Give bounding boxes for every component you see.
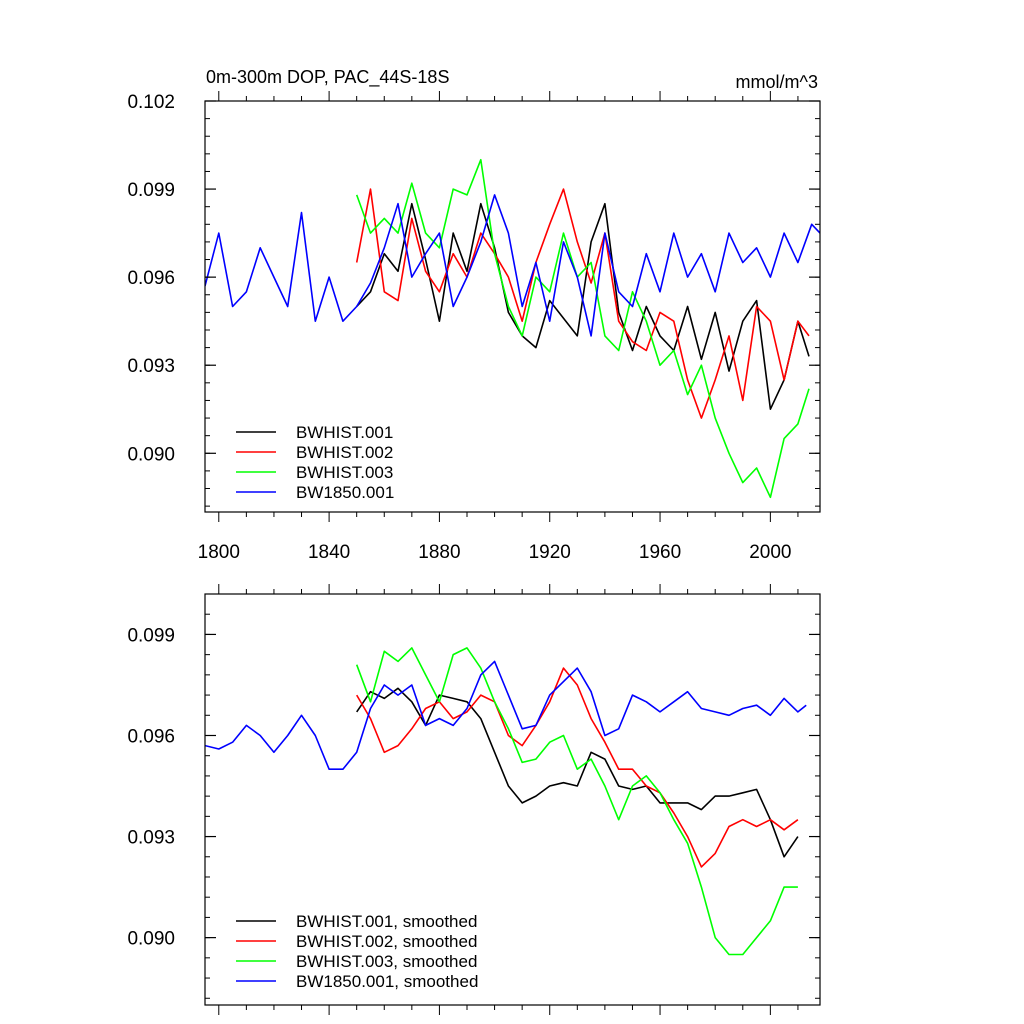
legend-label: BWHIST.001 [296,423,393,442]
legend-label: BWHIST.001, smoothed [296,912,477,931]
y-tick-label: 0.096 [127,726,175,747]
legend-label: BW1850.001, smoothed [296,972,478,991]
series-line-3 [355,647,798,956]
y-tick-label: 0.099 [127,180,175,201]
series-line-1 [356,202,810,411]
series-line-4 [205,660,807,771]
y-tick-label: 0.102 [127,92,175,113]
series-lines [205,647,807,956]
legend-label: BWHIST.003 [296,463,393,482]
top-chart: 0m-300m DOP, PAC_44S-18S mmol/m^3 0.090 0… [127,67,821,563]
legend-label: BW1850.001 [296,483,394,502]
x-tick-label: 1920 [529,542,571,563]
x-tick-label: 1840 [308,542,350,563]
x-tick-label: 1960 [639,542,681,563]
series-line-2 [355,188,810,419]
y-tick-label: 0.093 [127,356,175,377]
y-tick-label: 0.096 [127,268,175,289]
series-line-1 [356,687,799,858]
series-line-4 [205,194,820,337]
chart-title: 0m-300m DOP, PAC_44S-18S [206,67,449,88]
y-tick-label: 0.090 [127,444,175,465]
series-line-2 [356,667,799,868]
series-lines [205,158,820,499]
x-tick-label: 2000 [749,542,791,563]
bottom-chart: 0.090 0.093 0.096 0.099 BWHIST.001, smoothed… [127,584,821,1015]
x-tick-label: 1880 [418,542,460,563]
series-line-3 [355,158,810,499]
plot-frame [204,593,821,1006]
legend-label: BWHIST.002, smoothed [296,932,477,951]
y-tick-label: 0.093 [127,828,175,849]
plot-frame [204,100,821,513]
chart-units: mmol/m^3 [736,72,818,92]
legend-label: BWHIST.002 [296,443,393,462]
legend-label: BWHIST.003, smoothed [296,952,477,971]
x-tick-label: 1800 [198,542,240,563]
y-tick-label: 0.090 [127,929,175,950]
y-tick-label: 0.099 [127,625,175,646]
